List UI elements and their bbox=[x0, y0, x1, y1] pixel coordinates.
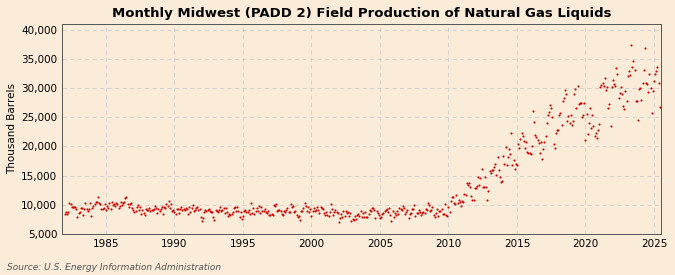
Title: Monthly Midwest (PADD 2) Field Production of Natural Gas Liquids: Monthly Midwest (PADD 2) Field Productio… bbox=[112, 7, 612, 20]
Y-axis label: Thousand Barrels: Thousand Barrels bbox=[7, 83, 17, 174]
Text: Source: U.S. Energy Information Administration: Source: U.S. Energy Information Administ… bbox=[7, 263, 221, 272]
